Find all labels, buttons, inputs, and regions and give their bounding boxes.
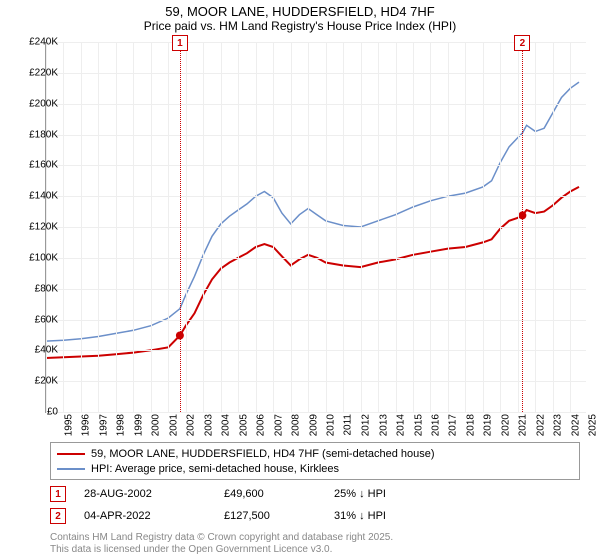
y-axis-label: £200K bbox=[29, 98, 58, 109]
legend-label: 59, MOOR LANE, HUDDERSFIELD, HD4 7HF (se… bbox=[91, 448, 435, 460]
y-axis-label: £60K bbox=[35, 314, 58, 325]
x-axis-label: 2003 bbox=[203, 414, 214, 436]
y-axis-label: £40K bbox=[35, 345, 58, 356]
x-axis-label: 2021 bbox=[518, 414, 529, 436]
x-axis-label: 1995 bbox=[63, 414, 74, 436]
x-axis-label: 2005 bbox=[238, 414, 249, 436]
y-axis-label: £160K bbox=[29, 160, 58, 171]
x-axis-label: 2017 bbox=[448, 414, 459, 436]
x-axis-label: 2014 bbox=[395, 414, 406, 436]
sale-price: £49,600 bbox=[224, 488, 334, 500]
x-axis-label: 2020 bbox=[500, 414, 511, 436]
x-axis-label: 2010 bbox=[325, 414, 336, 436]
x-axis-label: 2004 bbox=[221, 414, 232, 436]
sale-row: 1 28-AUG-2002 £49,600 25% ↓ HPI bbox=[50, 486, 580, 502]
sale-row: 2 04-APR-2022 £127,500 31% ↓ HPI bbox=[50, 508, 580, 524]
x-axis-label: 1999 bbox=[133, 414, 144, 436]
x-axis-label: 1996 bbox=[81, 414, 92, 436]
y-axis-label: £80K bbox=[35, 283, 58, 294]
legend-item: HPI: Average price, semi-detached house,… bbox=[57, 461, 573, 476]
x-axis-label: 2006 bbox=[255, 414, 266, 436]
x-axis-label: 2011 bbox=[342, 414, 353, 436]
event-line bbox=[522, 42, 523, 412]
legend-swatch bbox=[57, 468, 85, 470]
x-axis-label: 2002 bbox=[186, 414, 197, 436]
event-line bbox=[180, 42, 181, 412]
copyright-line2: This data is licensed under the Open Gov… bbox=[50, 544, 393, 556]
y-axis-label: £100K bbox=[29, 252, 58, 263]
event-marker-icon: 2 bbox=[514, 35, 530, 51]
x-axis-label: 2000 bbox=[151, 414, 162, 436]
x-axis-label: 2023 bbox=[553, 414, 564, 436]
copyright: Contains HM Land Registry data © Crown c… bbox=[50, 532, 393, 555]
x-axis-label: 2001 bbox=[168, 414, 179, 436]
chart-titles: 59, MOOR LANE, HUDDERSFIELD, HD4 7HF Pri… bbox=[0, 0, 600, 33]
x-axis-label: 2007 bbox=[273, 414, 284, 436]
copyright-line1: Contains HM Land Registry data © Crown c… bbox=[50, 532, 393, 544]
x-axis-label: 2025 bbox=[588, 414, 599, 436]
sale-date: 04-APR-2022 bbox=[84, 510, 224, 522]
legend: 59, MOOR LANE, HUDDERSFIELD, HD4 7HF (se… bbox=[50, 442, 580, 480]
x-axis-label: 2018 bbox=[465, 414, 476, 436]
y-axis-label: £0 bbox=[47, 407, 58, 418]
legend-label: HPI: Average price, semi-detached house,… bbox=[91, 463, 339, 475]
sale-price: £127,500 bbox=[224, 510, 334, 522]
series-line bbox=[46, 82, 579, 341]
x-axis-label: 1998 bbox=[116, 414, 127, 436]
chart-container: 59, MOOR LANE, HUDDERSFIELD, HD4 7HF Pri… bbox=[0, 0, 600, 560]
legend-item: 59, MOOR LANE, HUDDERSFIELD, HD4 7HF (se… bbox=[57, 446, 573, 461]
sale-pct: 31% ↓ HPI bbox=[334, 510, 386, 522]
x-axis-label: 2019 bbox=[483, 414, 494, 436]
x-axis-label: 2024 bbox=[570, 414, 581, 436]
event-marker-icon: 1 bbox=[172, 35, 188, 51]
chart-title-line2: Price paid vs. HM Land Registry's House … bbox=[0, 19, 600, 33]
chart-title-line1: 59, MOOR LANE, HUDDERSFIELD, HD4 7HF bbox=[0, 4, 600, 19]
x-axis-label: 2022 bbox=[535, 414, 546, 436]
x-axis-label: 2008 bbox=[290, 414, 301, 436]
y-axis-label: £20K bbox=[35, 376, 58, 387]
x-axis-label: 2009 bbox=[308, 414, 319, 436]
plot-area: 12 bbox=[45, 42, 586, 413]
x-axis-label: 2012 bbox=[360, 414, 371, 436]
y-axis-label: £220K bbox=[29, 67, 58, 78]
sale-date: 28-AUG-2002 bbox=[84, 488, 224, 500]
y-axis-label: £120K bbox=[29, 222, 58, 233]
x-axis-label: 2015 bbox=[413, 414, 424, 436]
sale-marker-icon: 2 bbox=[50, 508, 66, 524]
y-axis-label: £240K bbox=[29, 37, 58, 48]
y-axis-label: £140K bbox=[29, 191, 58, 202]
x-axis-label: 2016 bbox=[430, 414, 441, 436]
x-axis-label: 2013 bbox=[378, 414, 389, 436]
sale-marker-icon: 1 bbox=[50, 486, 66, 502]
legend-swatch bbox=[57, 453, 85, 455]
y-axis-label: £180K bbox=[29, 129, 58, 140]
sale-pct: 25% ↓ HPI bbox=[334, 488, 386, 500]
x-axis-label: 1997 bbox=[98, 414, 109, 436]
